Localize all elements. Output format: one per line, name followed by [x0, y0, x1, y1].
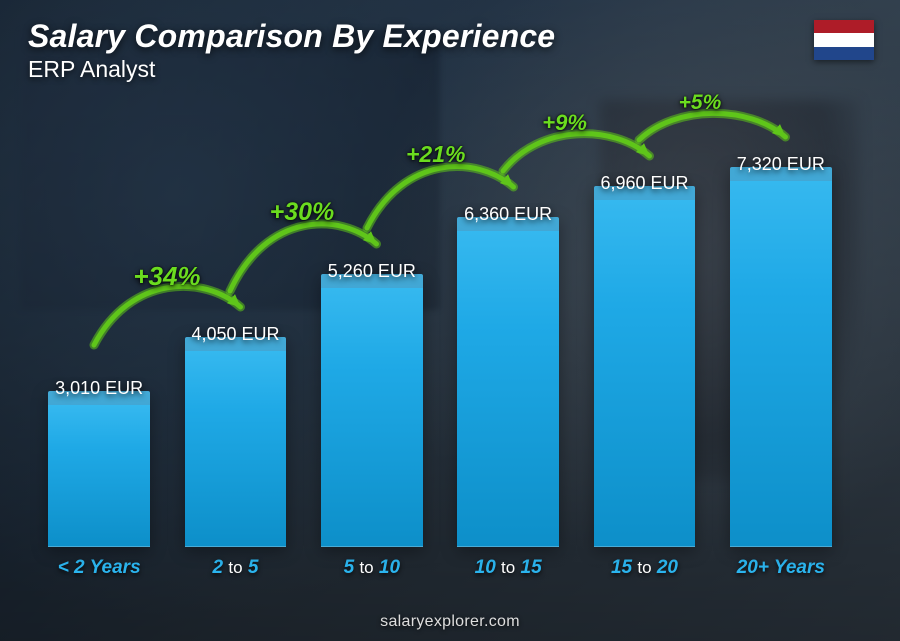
flag-stripe-white [814, 33, 874, 46]
value-label: 4,050 EUR [191, 324, 279, 345]
value-label: 6,960 EUR [600, 173, 688, 194]
bar: 6,960 EUR [594, 186, 696, 547]
increase-percentage: +34% [133, 261, 200, 292]
x-axis-label: 20+ Years [737, 557, 825, 579]
bar: 6,360 EUR [457, 217, 559, 547]
header: Salary Comparison By Experience ERP Anal… [28, 18, 555, 83]
x-axis-label: 5 to 10 [344, 557, 400, 579]
country-flag-netherlands [814, 20, 874, 60]
bar-wrap: 6,360 EUR [449, 79, 567, 547]
increase-percentage: +9% [542, 110, 587, 136]
increase-percentage: +5% [679, 91, 722, 115]
x-axis-label: 10 to 15 [475, 557, 542, 579]
bar-column: 4,050 EUR 2 to 5 [176, 79, 294, 579]
flag-stripe-blue [814, 47, 874, 60]
bar-column: 6,960 EUR 15 to 20 [585, 79, 703, 579]
chart-title: Salary Comparison By Experience [28, 18, 555, 55]
value-label: 3,010 EUR [55, 378, 143, 399]
bar-wrap: 3,010 EUR [40, 79, 158, 547]
bar-column: 3,010 EUR < 2 Years [40, 79, 158, 579]
bar: 5,260 EUR [321, 274, 423, 547]
value-label: 7,320 EUR [737, 154, 825, 175]
value-label: 6,360 EUR [464, 204, 552, 225]
bar-chart: 3,010 EUR < 2 Years 4,050 EUR 2 to 5 5,260 E… [40, 79, 840, 579]
bar-column: 7,320 EUR 20+ Years [722, 79, 840, 579]
increase-percentage: +21% [406, 141, 465, 168]
bar: 7,320 EUR [730, 167, 832, 547]
flag-stripe-red [814, 20, 874, 33]
increase-percentage: +30% [270, 198, 335, 227]
bar-wrap: 7,320 EUR [722, 79, 840, 547]
bar: 4,050 EUR [185, 337, 287, 547]
bar-wrap: 6,960 EUR [585, 79, 703, 547]
x-axis-label: 2 to 5 [213, 557, 259, 579]
x-axis-label: 15 to 20 [611, 557, 678, 579]
value-label: 5,260 EUR [328, 261, 416, 282]
bar-column: 6,360 EUR 10 to 15 [449, 79, 567, 579]
bar-wrap: 4,050 EUR [176, 79, 294, 547]
footer-attribution: salaryexplorer.com [0, 613, 900, 631]
bar: 3,010 EUR [48, 391, 150, 547]
x-axis-label: < 2 Years [58, 557, 141, 579]
